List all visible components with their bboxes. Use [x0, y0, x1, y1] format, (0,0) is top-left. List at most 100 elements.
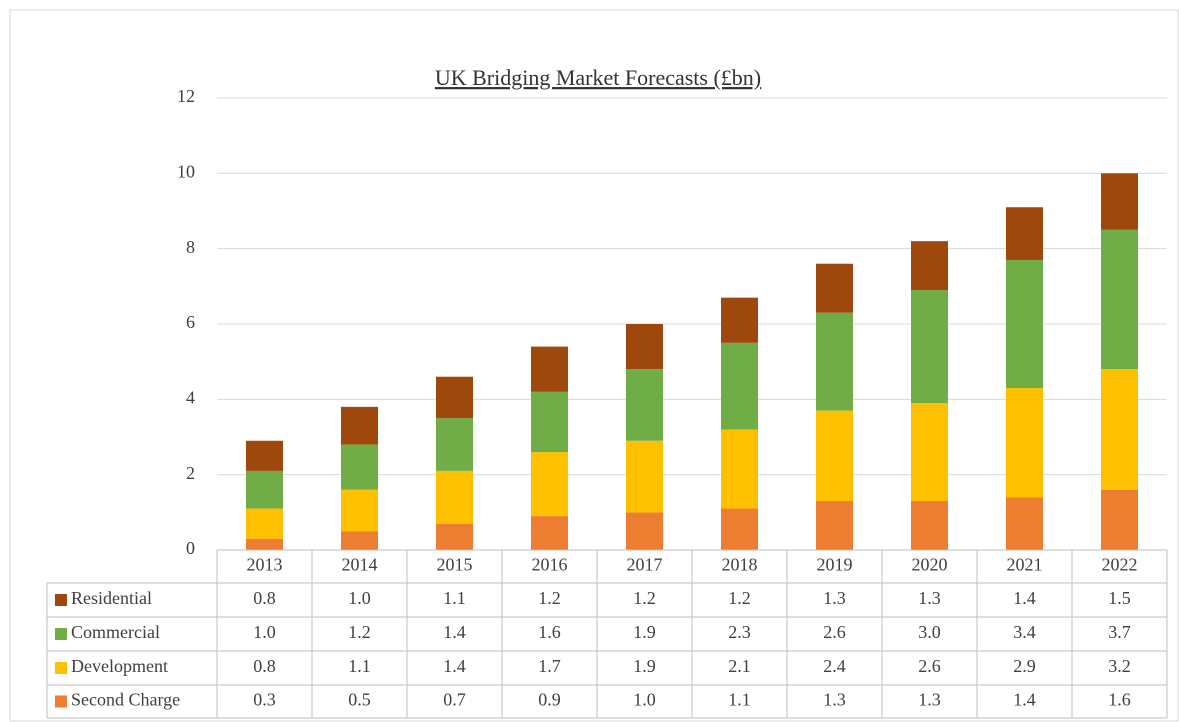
legend-label: Development: [71, 656, 168, 676]
bar-segment: [721, 429, 758, 509]
y-tick-label: 0: [186, 538, 195, 558]
table-value: 1.4: [443, 622, 466, 642]
chart-title: UK Bridging Market Forecasts (£bn): [435, 65, 761, 90]
table-value: 1.3: [823, 690, 846, 710]
bar-segment: [341, 406, 378, 445]
bar-segment: [436, 418, 473, 471]
bar-segment: [1006, 207, 1043, 260]
x-tick-label: 2015: [437, 555, 473, 575]
bar-segment: [721, 508, 758, 550]
legend-label: Residential: [71, 588, 152, 608]
bar-segment: [626, 369, 663, 441]
table-value: 2.4: [823, 656, 846, 676]
table-value: 1.0: [253, 622, 276, 642]
x-tick-label: 2018: [722, 555, 758, 575]
table-value: 1.9: [633, 656, 656, 676]
bar-segment: [816, 312, 853, 411]
chart-frame: [9, 9, 1179, 722]
table-value: 1.1: [348, 656, 371, 676]
legend-swatch: [55, 628, 67, 640]
bar-segment: [1101, 369, 1138, 490]
bar-segment: [341, 531, 378, 550]
bar-segment: [626, 512, 663, 550]
table-value: 1.4: [1013, 690, 1036, 710]
bar-segment: [1006, 388, 1043, 498]
x-tick-label: 2019: [817, 555, 853, 575]
table-value: 0.5: [348, 690, 371, 710]
table-value: 1.0: [633, 690, 656, 710]
bar-segment: [531, 516, 568, 550]
bar-segment: [816, 501, 853, 550]
bar-segment: [626, 440, 663, 513]
y-tick-label: 12: [177, 86, 195, 106]
bar-segment: [1101, 229, 1138, 370]
y-tick-label: 2: [186, 463, 195, 483]
bar-segment: [1006, 259, 1043, 389]
table-value: 2.1: [728, 656, 751, 676]
table-value: 1.0: [348, 588, 371, 608]
table-value: 0.9: [538, 690, 561, 710]
table-value: 1.2: [348, 622, 371, 642]
bar-segment: [816, 263, 853, 313]
bar-segment: [531, 452, 568, 517]
table-value: 1.3: [918, 588, 941, 608]
y-tick-label: 8: [186, 237, 195, 257]
table-value: 1.6: [1108, 690, 1131, 710]
table-value: 1.4: [443, 656, 466, 676]
table-value: 0.8: [253, 656, 276, 676]
table-value: 2.6: [823, 622, 846, 642]
table-value: 1.2: [633, 588, 656, 608]
bar-segment: [1006, 497, 1043, 550]
table-value: 1.7: [538, 656, 561, 676]
x-tick-label: 2021: [1007, 555, 1043, 575]
x-tick-label: 2016: [532, 555, 568, 575]
bar-segment: [246, 470, 283, 509]
legend-label: Commercial: [71, 622, 160, 642]
bar-segment: [1101, 489, 1138, 550]
bar-segment: [911, 241, 948, 291]
table-value: 1.2: [538, 588, 561, 608]
table-value: 0.3: [253, 690, 276, 710]
x-tick-label: 2020: [912, 555, 948, 575]
table-value: 1.1: [728, 690, 751, 710]
y-tick-label: 10: [177, 161, 195, 181]
table-value: 2.3: [728, 622, 751, 642]
table-value: 1.6: [538, 622, 561, 642]
table-value: 2.6: [918, 656, 941, 676]
x-tick-label: 2017: [627, 555, 663, 575]
table-value: 3.2: [1108, 656, 1131, 676]
bar-segment: [531, 346, 568, 392]
bar-segment: [436, 523, 473, 550]
table-value: 1.5: [1108, 588, 1131, 608]
bar-segment: [246, 508, 283, 539]
bar-segment: [721, 342, 758, 430]
y-tick-label: 6: [186, 312, 195, 332]
table-value: 0.7: [443, 690, 466, 710]
x-tick-label: 2014: [342, 555, 378, 575]
table-value: 3.7: [1108, 622, 1131, 642]
legend-swatch: [55, 662, 67, 674]
bar-segment: [436, 376, 473, 419]
x-tick-label: 2013: [247, 555, 283, 575]
bar-segment: [721, 297, 758, 343]
legend-label: Second Charge: [71, 690, 180, 710]
table-value: 3.0: [918, 622, 941, 642]
bar-segment: [436, 470, 473, 524]
table-value: 1.4: [1013, 588, 1036, 608]
table-value: 1.9: [633, 622, 656, 642]
bar-segment: [531, 391, 568, 453]
bar-segment: [341, 489, 378, 532]
bar-segment: [911, 501, 948, 550]
bar-segment: [246, 440, 283, 471]
legend-swatch: [55, 695, 67, 708]
bar-segment: [911, 290, 948, 404]
table-value: 1.2: [728, 588, 751, 608]
y-tick-label: 4: [186, 387, 195, 407]
bar-segment: [626, 324, 663, 370]
table-value: 1.3: [823, 588, 846, 608]
table-value: 1.1: [443, 588, 466, 608]
bar-segment: [1101, 173, 1138, 230]
legend-swatch: [55, 594, 67, 606]
table-value: 2.9: [1013, 656, 1036, 676]
